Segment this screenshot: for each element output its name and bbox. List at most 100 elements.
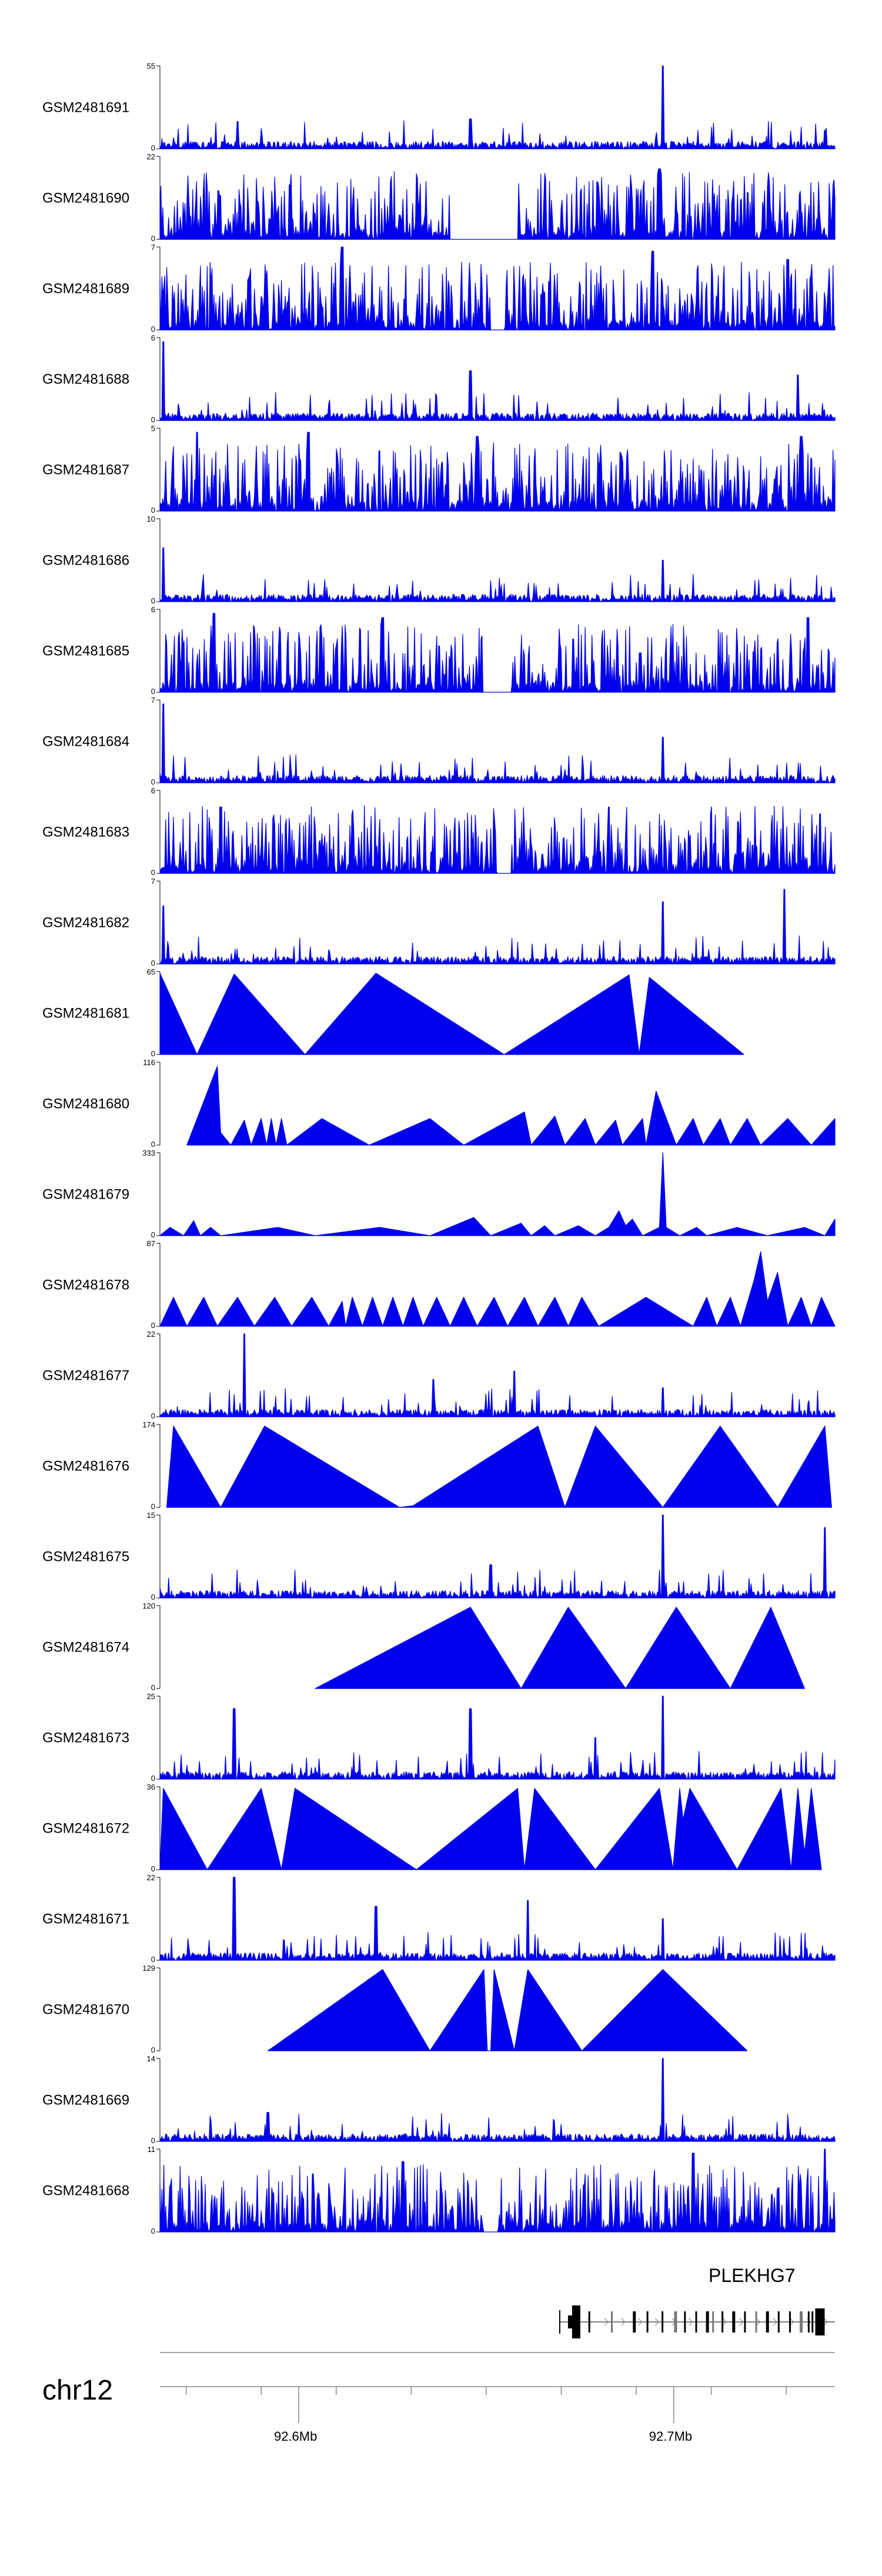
strand-arrow xyxy=(773,2318,777,2326)
track-GSM2481682: GSM2481682 7 0 xyxy=(42,877,836,967)
signal-area xyxy=(159,973,744,1055)
track-label: GSM2481670 xyxy=(42,2002,129,2018)
signal-area xyxy=(159,613,836,693)
y-max-label: 6 xyxy=(151,333,155,342)
signal-area xyxy=(159,1877,836,1961)
track-GSM2481676: GSM2481676 174 0 xyxy=(42,1420,832,1511)
strand-arrow xyxy=(790,2318,794,2326)
y-max-label: 6 xyxy=(151,786,155,795)
y-min-label: 0 xyxy=(151,1774,155,1783)
track-GSM2481672: GSM2481672 36 0 xyxy=(42,1783,822,1873)
track-GSM2481670: GSM2481670 129 0 xyxy=(42,1964,748,2054)
signal-area xyxy=(159,65,836,149)
gene-exon xyxy=(800,2311,803,2333)
y-max-label: 65 xyxy=(147,967,155,976)
track-GSM2481677: GSM2481677 22 0 xyxy=(42,1330,836,1420)
gene-name-label: PLEKHG7 xyxy=(709,2265,796,2286)
gene-exon xyxy=(695,2311,697,2333)
track-label: GSM2481680 xyxy=(42,1096,129,1112)
y-max-label: 116 xyxy=(143,1058,155,1067)
gene-exon xyxy=(572,2305,580,2338)
signal-area xyxy=(159,1251,836,1327)
strand-arrow xyxy=(823,2318,828,2326)
y-max-label: 7 xyxy=(151,696,155,705)
strand-arrow xyxy=(739,2318,744,2326)
gene-exon xyxy=(633,2311,636,2333)
y-min-label: 0 xyxy=(151,234,155,243)
y-max-label: 87 xyxy=(147,1239,155,1248)
track-label: GSM2481674 xyxy=(42,1640,129,1656)
track-label: GSM2481690 xyxy=(42,191,129,206)
y-min-label: 0 xyxy=(151,778,155,786)
track-label: GSM2481676 xyxy=(42,1459,129,1474)
gene-exon xyxy=(611,2311,613,2333)
signal-area xyxy=(159,2148,836,2233)
track-label: GSM2481672 xyxy=(42,1821,129,1837)
y-max-label: 55 xyxy=(147,62,155,71)
track-label: GSM2481684 xyxy=(42,734,129,750)
signal-area xyxy=(159,703,836,783)
strand-arrow xyxy=(689,2318,693,2326)
y-max-label: 7 xyxy=(151,877,155,886)
signal-area xyxy=(159,1788,822,1870)
gene-exon xyxy=(674,2311,677,2333)
gene-exon xyxy=(588,2311,590,2333)
strand-arrow xyxy=(722,2318,727,2326)
track-label: GSM2481671 xyxy=(42,1911,129,1927)
y-min-label: 0 xyxy=(151,1955,155,1964)
genome-axis-track: chr12 92.6Mb 92.7Mb xyxy=(42,2352,835,2444)
track-label: GSM2481682 xyxy=(42,915,129,931)
y-min-label: 0 xyxy=(151,2046,155,2054)
signal-area xyxy=(159,432,836,512)
track-GSM2481689: GSM2481689 7 0 xyxy=(42,243,836,333)
gene-exon xyxy=(721,2311,724,2333)
y-min-label: 0 xyxy=(151,1321,155,1330)
gene-exon xyxy=(712,2311,714,2333)
y-max-label: 22 xyxy=(147,152,155,161)
gene-exon xyxy=(706,2311,709,2333)
gene-exon xyxy=(744,2311,746,2333)
genome-position-label: 92.7Mb xyxy=(649,2429,692,2444)
track-label: GSM2481689 xyxy=(42,281,129,297)
gene-track: PLEKHG7 xyxy=(559,2265,835,2338)
track-label: GSM2481691 xyxy=(42,100,129,116)
y-min-label: 0 xyxy=(151,687,155,696)
signal-area xyxy=(159,1152,836,1236)
y-max-label: 14 xyxy=(147,2054,155,2063)
track-GSM2481674: GSM2481674 120 0 xyxy=(42,1601,805,1692)
strand-arrow xyxy=(604,2318,609,2326)
signal-area xyxy=(159,1696,836,1780)
track-GSM2481673: GSM2481673 25 0 xyxy=(42,1692,836,1783)
y-min-label: 0 xyxy=(151,868,155,877)
track-GSM2481690: GSM2481690 22 0 xyxy=(42,152,836,243)
track-label: GSM2481678 xyxy=(42,1277,129,1293)
track-GSM2481688: GSM2481688 6 0 xyxy=(42,333,836,424)
y-min-label: 0 xyxy=(151,1502,155,1511)
signal-area xyxy=(159,805,836,874)
y-min-label: 0 xyxy=(151,1230,155,1239)
y-min-label: 0 xyxy=(151,2227,155,2235)
y-max-label: 11 xyxy=(148,2145,156,2154)
track-GSM2481671: GSM2481671 22 0 xyxy=(42,1873,836,1964)
signal-area xyxy=(159,1514,836,1599)
gene-exon xyxy=(811,2311,814,2333)
y-max-label: 120 xyxy=(142,1601,155,1610)
signal-area xyxy=(166,1426,832,1508)
y-max-label: 6 xyxy=(151,605,155,614)
y-min-label: 0 xyxy=(151,2136,155,2145)
strand-arrow xyxy=(654,2318,660,2326)
track-GSM2481680: GSM2481680 116 0 xyxy=(42,1058,836,1149)
y-min-label: 0 xyxy=(151,325,155,333)
gene-exon xyxy=(755,2311,757,2333)
signal-area xyxy=(159,168,836,240)
gene-exon xyxy=(646,2311,649,2333)
signal-area xyxy=(159,246,836,331)
track-GSM2481675: GSM2481675 15 0 xyxy=(42,1511,836,1601)
y-max-label: 22 xyxy=(147,1873,155,1882)
y-min-label: 0 xyxy=(151,1864,155,1873)
chromosome-label: chr12 xyxy=(42,2375,113,2406)
y-min-label: 0 xyxy=(151,959,155,967)
signal-area xyxy=(159,1333,836,1417)
track-label: GSM2481675 xyxy=(42,1549,129,1565)
track-GSM2481686: GSM2481686 10 0 xyxy=(42,515,836,605)
